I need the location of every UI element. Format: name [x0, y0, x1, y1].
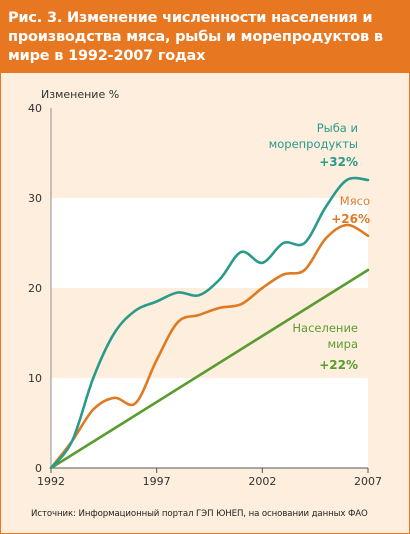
- y-tick-label: 30: [28, 192, 42, 205]
- series-label-fish: Рыба и: [317, 121, 358, 135]
- y-tick-label: 0: [35, 462, 42, 475]
- series-value-meat: +26%: [331, 212, 370, 226]
- y-tick-label: 40: [28, 102, 42, 115]
- x-tick-label: 2002: [248, 475, 276, 488]
- y-tick-label: 10: [28, 372, 42, 385]
- series-label-population: Население: [292, 321, 358, 335]
- series-line-fish: [49, 176, 370, 470]
- x-tick-label: 1992: [37, 475, 65, 488]
- figure-title: Рис. 3. Изменение численности населения …: [8, 10, 383, 64]
- series-label-meat: Мясо: [340, 194, 370, 208]
- series-label-population: мира: [328, 337, 359, 351]
- grid-band: [51, 108, 368, 198]
- x-tick-label: 1997: [143, 475, 171, 488]
- series-label-fish: морепродукты: [269, 137, 358, 151]
- series-line-meat: [49, 223, 370, 470]
- x-tick-label: 2007: [354, 475, 382, 488]
- series-value-population: +22%: [319, 358, 358, 372]
- grid-band: [51, 378, 368, 468]
- series-line-population: [49, 268, 370, 470]
- series-value-fish: +32%: [319, 155, 358, 169]
- y-tick-label: 20: [28, 282, 42, 295]
- grid-band: [51, 198, 368, 288]
- y-axis-label: Изменение %: [41, 88, 119, 101]
- figure-source: Источник: Информационный портал ГЭП ЮНЕП…: [31, 509, 368, 519]
- figure-header: Рис. 3. Изменение численности населения …: [1, 1, 409, 73]
